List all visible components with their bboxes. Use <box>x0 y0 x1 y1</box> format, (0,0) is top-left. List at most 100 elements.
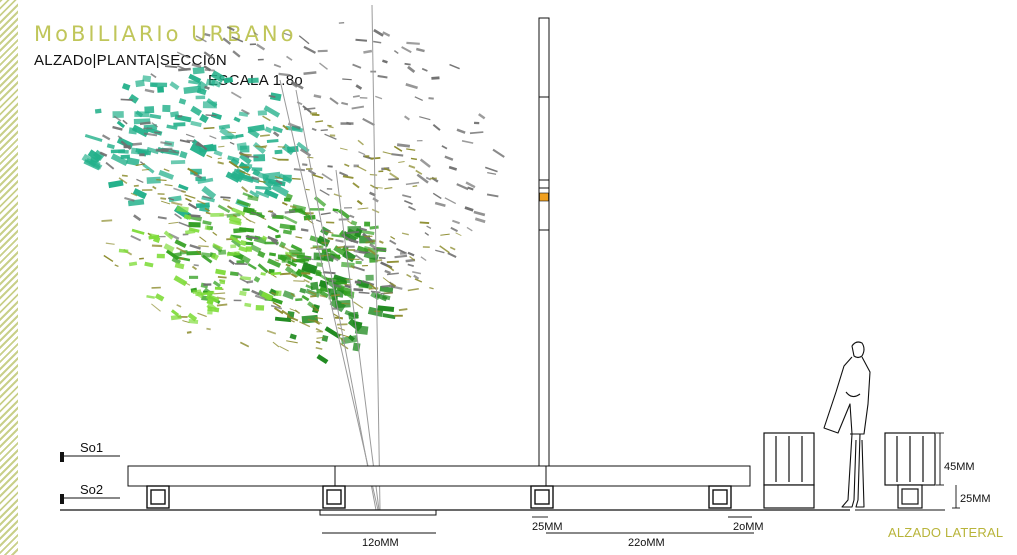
foliage-leaf <box>218 145 225 148</box>
foliage-leaf <box>212 280 221 288</box>
foliage-leaf <box>386 264 395 272</box>
foliage-leaf <box>101 219 113 222</box>
foliage-leaf <box>284 265 294 274</box>
foliage-leaf <box>429 287 434 290</box>
foliage-leaf <box>377 305 395 312</box>
foliage-leaf <box>413 274 420 280</box>
foliage-leaf <box>106 143 115 150</box>
foliage-leaf <box>196 200 206 205</box>
foliage-leaf <box>124 197 135 202</box>
foliage-leaf <box>240 145 250 153</box>
foliage-leaf <box>234 263 248 266</box>
foliage-leaf <box>449 63 460 70</box>
foliage-leaf <box>270 271 282 276</box>
foliage-leaf <box>327 124 332 127</box>
foliage-leaf <box>474 217 486 224</box>
foliage-leaf <box>279 272 291 276</box>
foliage-leaf <box>362 117 375 126</box>
foliage-leaf <box>271 183 289 197</box>
foliage-leaf <box>156 179 167 182</box>
foliage-leaf <box>373 40 382 44</box>
foliage-leaf <box>188 80 202 85</box>
foliage-leaf <box>255 185 272 191</box>
level-label-lower: So2 <box>80 482 103 497</box>
foliage-leaf <box>346 230 360 235</box>
foliage-leaf <box>118 248 129 254</box>
foliage-leaf <box>315 120 324 123</box>
foliage-leaf <box>448 165 458 171</box>
foliage-leaf <box>269 92 282 102</box>
foliage-leaf <box>351 105 365 110</box>
foliage-leaf <box>309 208 325 211</box>
foliage-leaf <box>320 212 331 216</box>
foliage-leaf <box>150 73 157 79</box>
foliage-leaf <box>336 246 345 249</box>
page-subtitle: ALZADo|PLANTA|SECCIóN <box>34 52 228 69</box>
foliage-leaf <box>164 65 178 69</box>
foliage-leaf <box>178 98 187 105</box>
foliage-leaf <box>313 195 327 208</box>
foliage-leaf <box>158 169 175 180</box>
foliage-leaf <box>146 295 155 299</box>
foliage-leaf <box>154 131 161 134</box>
foliage-leaf <box>317 49 328 53</box>
foliage-leaf <box>192 66 205 75</box>
foliage-leaf <box>167 197 175 201</box>
foliage-leaf <box>207 310 213 315</box>
foliage-leaf <box>381 284 391 288</box>
foliage-leaf <box>405 258 416 263</box>
foliage-leaf <box>247 263 257 270</box>
foliage-leaf <box>352 182 360 189</box>
foliage-leaf <box>378 170 384 173</box>
foliage-leaf <box>219 279 226 285</box>
foliage-leaf <box>170 160 186 165</box>
foliage-leaf <box>255 145 267 149</box>
foliage-leaf <box>432 192 442 200</box>
foliage-leaf <box>301 272 311 275</box>
foliage-leaf <box>353 249 367 255</box>
foliage-leaf <box>298 35 310 45</box>
platform-feet <box>146 485 732 509</box>
foliage-leaf <box>146 176 161 184</box>
foliage-leaf <box>282 124 289 131</box>
foliage-leaf <box>206 154 213 159</box>
foliage-leaf <box>273 63 282 68</box>
foliage-leaf <box>296 101 303 106</box>
foliage-leaf <box>232 214 238 218</box>
foliage-leaf <box>295 236 303 239</box>
foliage-leaf <box>126 157 140 166</box>
foliage-leaf <box>487 171 497 175</box>
foliage-leaf <box>137 149 148 157</box>
foliage-leaf <box>251 289 260 296</box>
foliage-leaf <box>196 250 202 256</box>
foliage-leaf <box>301 294 310 302</box>
foliage-leaf <box>361 229 375 236</box>
foliage-leaf <box>384 186 393 190</box>
foliage-leaf <box>290 319 295 323</box>
lamp-light <box>539 192 549 202</box>
foliage-leaf <box>359 227 368 232</box>
foliage-leaf <box>350 264 356 270</box>
foliage-leaf <box>348 311 359 320</box>
foliage-leaf <box>206 327 211 331</box>
foliage-leaf <box>101 134 111 141</box>
foliage-leaf <box>464 206 474 212</box>
foliage-leaf <box>170 314 182 321</box>
foliage-leaf <box>151 244 163 248</box>
foliage-leaf <box>344 283 352 286</box>
foliage-leaf <box>131 228 145 235</box>
foliage-leaf <box>354 325 369 335</box>
tree-base-plate <box>319 510 437 516</box>
foliage-leaf <box>222 198 231 202</box>
foliage-leaf <box>277 146 286 148</box>
level-marker-upper <box>60 452 120 462</box>
foliage-leaf <box>157 216 167 220</box>
foliage-leaf <box>120 98 133 101</box>
foliage-leaf <box>173 275 188 287</box>
foliage-leaf <box>270 291 278 296</box>
foliage-leaf <box>183 85 202 95</box>
foliage-leaf <box>267 258 282 268</box>
foliage-leaf <box>187 312 198 322</box>
foliage-leaf <box>326 221 335 224</box>
foliage-leaf <box>281 309 290 317</box>
